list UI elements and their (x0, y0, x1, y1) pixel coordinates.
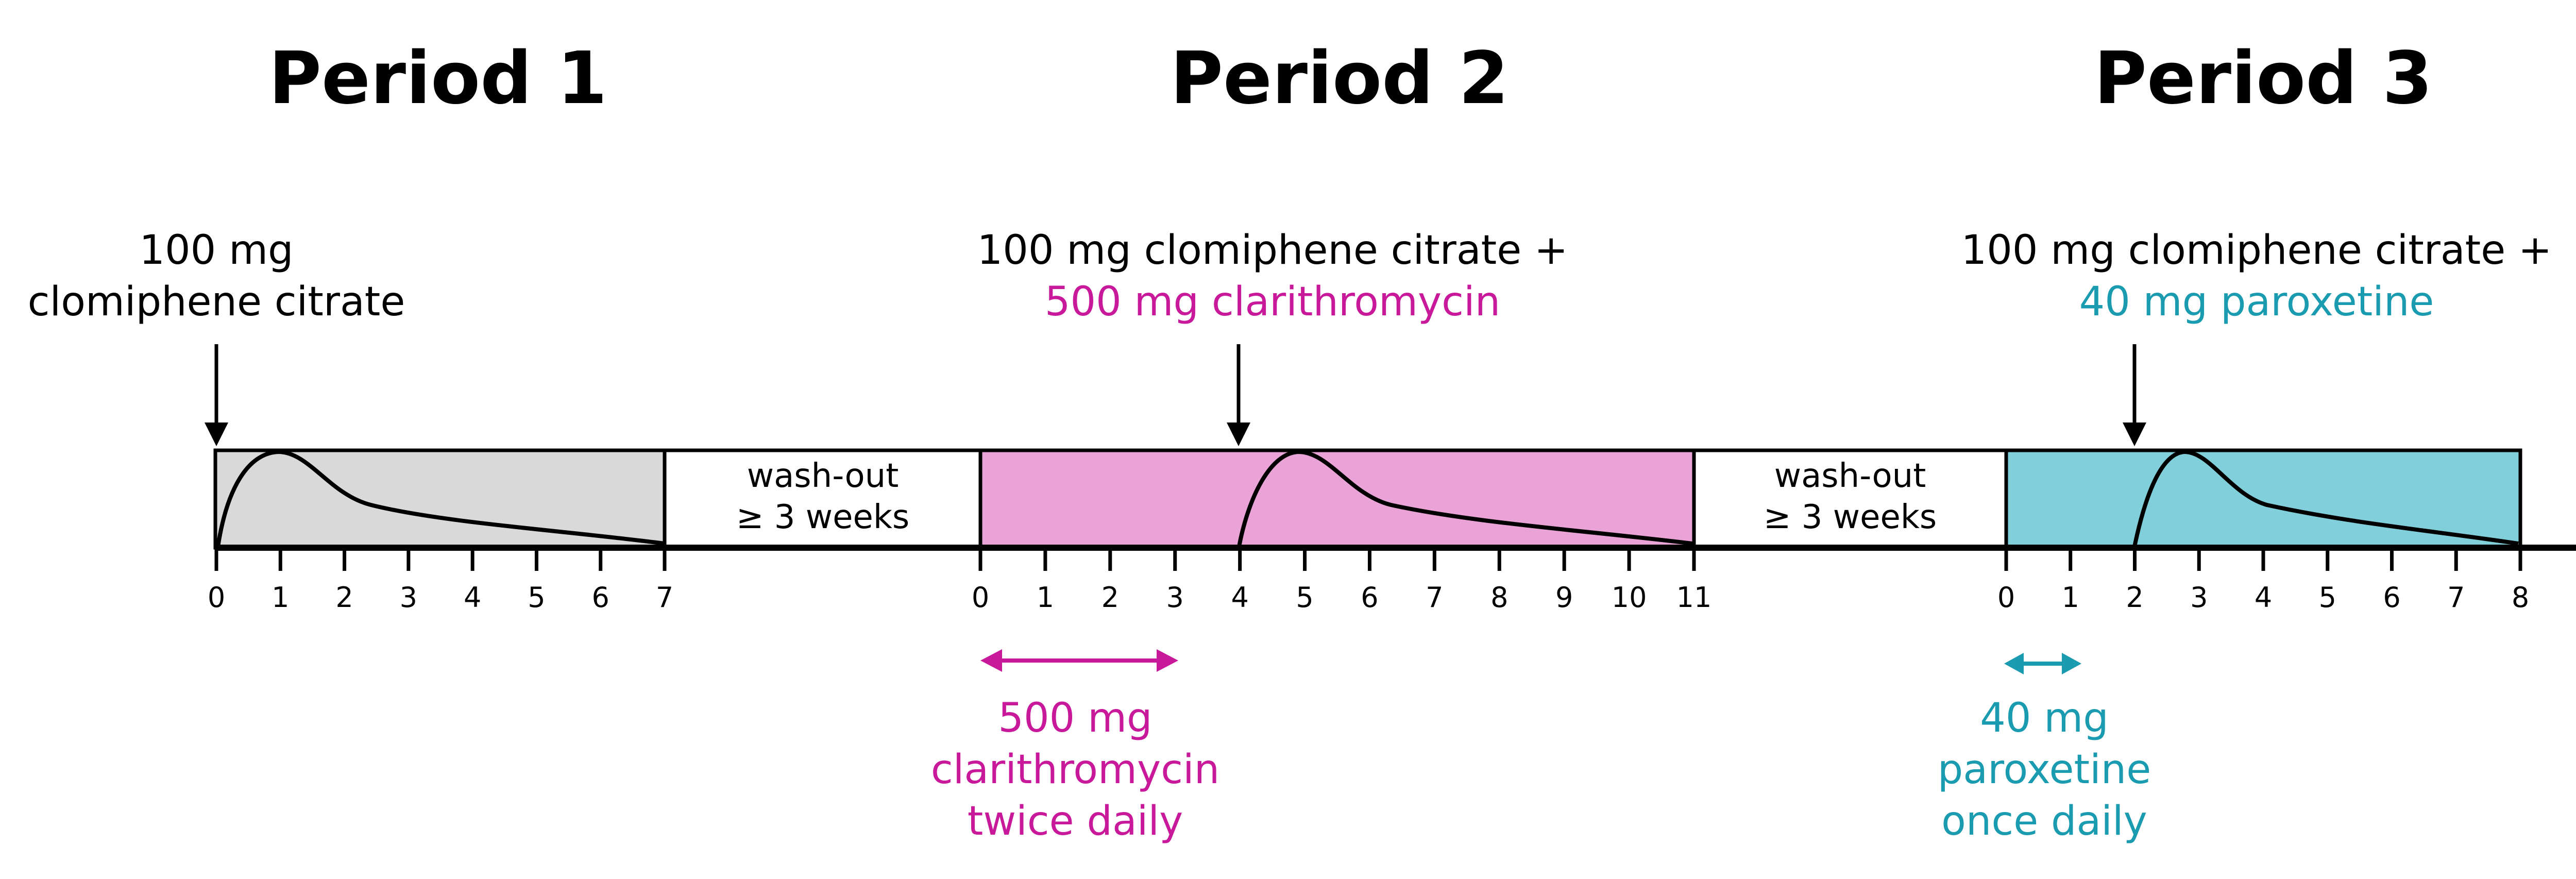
tick-label: 8 (2512, 581, 2529, 614)
washout-1-box (663, 448, 982, 550)
tick-label: 0 (208, 581, 225, 614)
tick-label: 3 (400, 581, 417, 614)
tick-label: 2 (335, 581, 353, 614)
tick-label: 7 (2447, 581, 2465, 614)
period-1-dose-line-2: clomiphene citrate (28, 279, 405, 325)
tick-label: 8 (1490, 581, 1508, 614)
period-2-dose-line-2: 500 mg clarithromycin (1045, 279, 1500, 325)
washout-1-line-1: wash-out (747, 457, 899, 495)
tick-label: 4 (2255, 581, 2272, 614)
period-3-dose-line-2: 40 mg paroxetine (2079, 279, 2434, 325)
clarithromycin-duration-arrow (980, 649, 1178, 672)
tick-label: 2 (2126, 581, 2143, 614)
clarithromycin-line-1: 500 mg (998, 695, 1152, 741)
period-3-ticks: 0 1 2 3 4 5 6 7 8 (1997, 548, 2529, 614)
tick-label: 11 (1676, 581, 1712, 614)
tick-label: 5 (2319, 581, 2336, 614)
tick-label: 6 (1361, 581, 1378, 614)
tick-label: 1 (2062, 581, 2079, 614)
tick-label: 6 (2383, 581, 2400, 614)
tick-label: 3 (1166, 581, 1184, 614)
period-3-title: Period 3 (2094, 37, 2432, 121)
tick-label: 1 (272, 581, 289, 614)
paroxetine-line-1: 40 mg (1980, 695, 2109, 741)
period-3-dose-line-1: 100 mg clomiphene citrate + (1961, 227, 2552, 274)
tick-label: 0 (1997, 581, 2015, 614)
tick-label: 4 (1231, 581, 1248, 614)
paroxetine-line-3: once daily (1941, 798, 2147, 844)
tick-label: 5 (528, 581, 545, 614)
washout-2-line-2: ≥ 3 weeks (1764, 498, 1937, 536)
tick-label: 10 (1612, 581, 1647, 614)
period-1-ticks: 0 1 2 3 4 5 6 7 (208, 548, 673, 614)
period-3-dose-arrow (2123, 344, 2146, 446)
tick-label: 7 (656, 581, 673, 614)
period-2-concentration-curve (1237, 449, 1693, 547)
tick-label: 1 (1037, 581, 1054, 614)
period-2-title: Period 2 (1170, 37, 1509, 121)
tick-label: 5 (1296, 581, 1313, 614)
clarithromycin-line-3: twice daily (968, 798, 1183, 844)
washout-2-line-1: wash-out (1774, 457, 1926, 495)
period-1-box (213, 448, 667, 550)
period-1-dose-arrow (205, 344, 228, 446)
tick-label: 7 (1426, 581, 1443, 614)
paroxetine-line-2: paroxetine (1938, 747, 2151, 793)
period-1-concentration-curve (216, 449, 665, 547)
clarithromycin-line-2: clarithromycin (931, 747, 1219, 793)
period-1-dose-line-1: 100 mg (139, 227, 293, 274)
period-2-dose-arrow (1227, 344, 1250, 446)
period-2-dose-line-1: 100 mg clomiphene citrate + (977, 227, 1568, 274)
tick-label: 0 (972, 581, 989, 614)
tick-label: 6 (592, 581, 609, 614)
period-3-concentration-curve (2132, 449, 2519, 547)
tick-label: 4 (464, 581, 481, 614)
tick-label: 3 (2190, 581, 2208, 614)
tick-label: 9 (1555, 581, 1573, 614)
period-1-title: Period 1 (268, 37, 607, 121)
paroxetine-duration-arrow (2004, 653, 2081, 674)
tick-label: 2 (1101, 581, 1119, 614)
washout-1-line-2: ≥ 3 weeks (736, 498, 910, 536)
period-2-ticks: 0 1 2 3 4 5 6 7 8 9 10 11 (972, 548, 1712, 614)
